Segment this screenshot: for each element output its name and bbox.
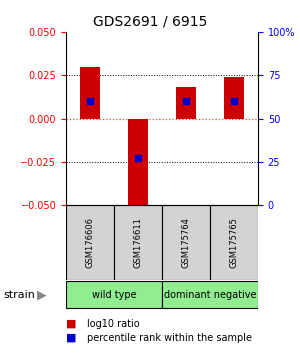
Text: dominant negative: dominant negative [164, 290, 256, 300]
Text: wild type: wild type [92, 290, 136, 300]
Text: percentile rank within the sample: percentile rank within the sample [87, 333, 252, 343]
Text: log10 ratio: log10 ratio [87, 319, 140, 329]
Text: strain: strain [3, 290, 35, 300]
Bar [114, 205, 162, 280]
Bar [80, 67, 100, 119]
Bar [162, 205, 210, 280]
Bar [210, 205, 258, 280]
Text: ▶: ▶ [37, 288, 47, 301]
Text: GDS2691 / 6915: GDS2691 / 6915 [93, 14, 207, 28]
Text: GSM175764: GSM175764 [182, 217, 190, 268]
Bar [224, 77, 244, 119]
Bar [162, 281, 258, 308]
Bar [66, 281, 162, 308]
Bar [128, 119, 148, 214]
Text: GSM175765: GSM175765 [230, 217, 238, 268]
Text: GSM176611: GSM176611 [134, 217, 142, 268]
Text: ■: ■ [66, 319, 76, 329]
Text: GSM176606: GSM176606 [85, 217, 94, 268]
Bar [176, 87, 196, 119]
Text: ■: ■ [66, 333, 76, 343]
Bar [66, 205, 114, 280]
